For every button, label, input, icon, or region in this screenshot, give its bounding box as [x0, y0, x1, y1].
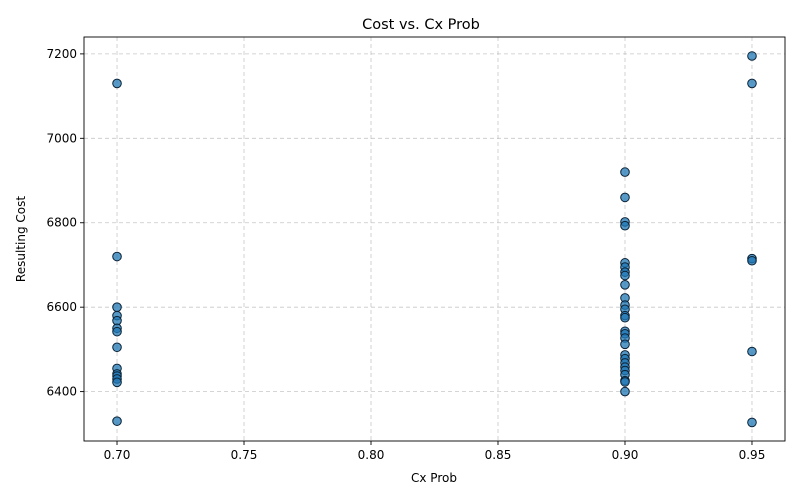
scatter-point — [620, 167, 630, 177]
x-tick-label: 0.85 — [485, 448, 512, 462]
x-tick-label: 0.70 — [104, 448, 131, 462]
grid — [84, 37, 785, 441]
scatter-point — [747, 346, 757, 357]
scatter-point — [747, 78, 757, 89]
scatter-point — [620, 339, 630, 350]
scatter-point — [747, 417, 757, 428]
scatter-point — [112, 416, 122, 426]
y-tick-label: 6800 — [46, 216, 77, 230]
scatter-point — [620, 377, 630, 387]
scatter-point — [620, 280, 630, 290]
x-tick-label: 0.95 — [739, 448, 766, 462]
y-tick-label: 7000 — [46, 131, 77, 145]
scatter-point — [620, 270, 630, 281]
scatter-point — [112, 78, 122, 89]
y-tick-label: 6600 — [46, 300, 77, 314]
scatter-point — [112, 251, 122, 262]
scatter-point — [112, 326, 122, 337]
scatter-point — [747, 255, 757, 266]
scatter-point — [112, 377, 122, 388]
scatter-point — [620, 386, 630, 397]
x-tick-label: 0.90 — [612, 448, 639, 462]
y-tick-label: 7200 — [46, 47, 77, 61]
x-tick-label: 0.75 — [231, 448, 258, 462]
scatter-point — [112, 342, 122, 353]
scatter-point — [112, 302, 122, 312]
x-axis-label: Cx Prob — [411, 471, 457, 485]
x-tick-label: 0.80 — [358, 448, 385, 462]
scatter-point — [620, 220, 630, 231]
chart-title: Cost vs. Cx Prob — [362, 17, 480, 33]
y-tick-label: 6400 — [46, 385, 77, 399]
axis-ticks: 0.70 0.75 0.80 0.85 0.90 0.95 6400 6600 6800 7000… — [46, 47, 765, 462]
scatter-point — [620, 192, 630, 203]
y-axis-label: Resulting Cost — [14, 196, 28, 282]
plot-area-frame — [83, 36, 786, 442]
scatter-point — [620, 312, 630, 323]
data-points — [112, 51, 757, 428]
scatter-point — [747, 51, 757, 61]
